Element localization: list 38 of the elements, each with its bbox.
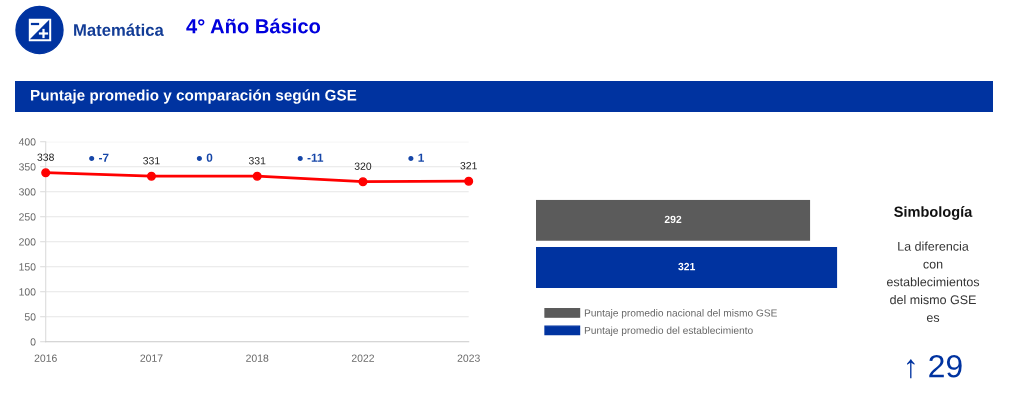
y-tick-label: 200 — [19, 238, 36, 246]
text: Matemática — [74, 23, 164, 36]
text: Puntaje promedio y comparación según GSE — [31, 89, 357, 104]
y-tick-label: 300 — [19, 188, 36, 196]
annotation: ● 0 — [196, 153, 213, 162]
text: La diferencia con establecimientos del mismo GSE es — [886, 241, 980, 322]
legend-label: Puntaje promedio del establecimiento — [584, 326, 753, 336]
y-tick-label: 400 — [18, 138, 36, 146]
data-label: 321 — [678, 262, 696, 271]
data-label: 320 — [354, 162, 372, 170]
y-tick-label: 350 — [19, 163, 36, 171]
data-label: 331 — [248, 157, 266, 165]
y-tick-label: 150 — [19, 263, 36, 271]
x-tick-label: 2023 — [457, 354, 480, 362]
annotation: ● -11 — [297, 153, 324, 162]
data-label: 292 — [664, 215, 682, 224]
point — [252, 171, 262, 181]
annotation: ● 1 — [408, 153, 424, 162]
x-tick-label: 2017 — [140, 354, 163, 362]
text: 4° Año Básico — [186, 18, 321, 34]
text: Simbología — [894, 206, 973, 220]
x-tick-label: 2018 — [246, 354, 269, 362]
annotation: ● -7 — [89, 153, 109, 162]
y-tick-label: 50 — [24, 313, 36, 321]
point — [464, 176, 474, 186]
x-tick-label: 2016 — [34, 354, 57, 362]
legend-label: Puntaje promedio nacional del mismo GSE — [584, 309, 777, 319]
data-label: 338 — [37, 153, 54, 161]
y-tick-label: 250 — [19, 213, 36, 221]
point — [41, 168, 51, 178]
text: ↑ 29 — [907, 354, 962, 379]
point — [146, 171, 156, 181]
data-label: 331 — [143, 157, 160, 165]
data-label: 321 — [460, 162, 477, 170]
y-tick-label: 0 — [30, 338, 36, 346]
point — [358, 177, 368, 187]
y-tick-label: 100 — [19, 288, 36, 296]
x-tick-label: 2022 — [351, 354, 375, 362]
